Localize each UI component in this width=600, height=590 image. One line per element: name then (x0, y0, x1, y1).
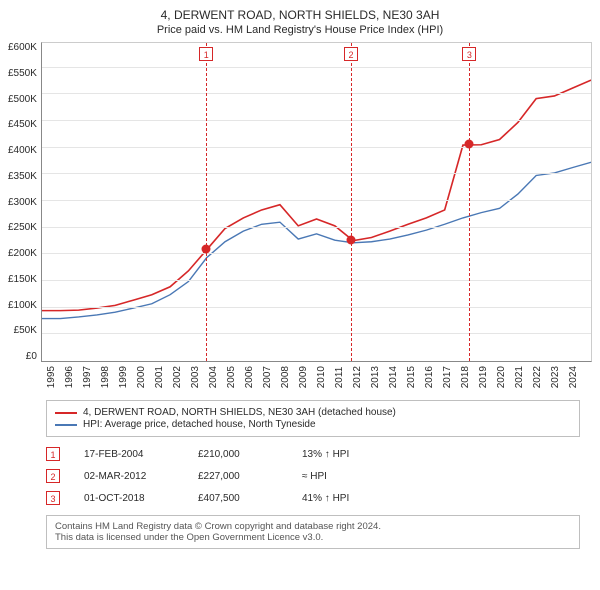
gridline (42, 200, 591, 201)
y-axis-labels: £600K £550K £500K £450K £400K £350K £300K £250K… (8, 42, 41, 362)
sale-price: £210,000 (198, 449, 278, 460)
y-tick-label: £600K (8, 42, 37, 53)
legend-swatch (55, 412, 77, 414)
x-tick-label: 2015 (406, 366, 424, 388)
event-marker-box: 1 (199, 47, 213, 61)
x-tick-label: 2011 (334, 366, 352, 388)
line-series-svg (42, 43, 591, 361)
x-tick-label: 2007 (262, 366, 280, 388)
sale-row: 1 17-FEB-2004 £210,000 13% ↑ HPI (46, 443, 580, 465)
x-tick-label: 2001 (154, 366, 172, 388)
y-tick-label: £350K (8, 171, 37, 182)
event-marker-line (206, 43, 207, 361)
chart-title: 4, DERWENT ROAD, NORTH SHIELDS, NE30 3AH (8, 8, 592, 22)
x-tick-label: 2010 (316, 366, 334, 388)
x-tick-label: 1996 (64, 366, 82, 388)
sale-index-box: 3 (46, 491, 60, 505)
gridline (42, 333, 591, 334)
x-tick-label: 2003 (190, 366, 208, 388)
x-tick-label: 2016 (424, 366, 442, 388)
sales-table: 1 17-FEB-2004 £210,000 13% ↑ HPI 2 02-MAR-201… (46, 443, 580, 509)
sale-date: 01-OCT-2018 (84, 493, 174, 504)
y-tick-label: £50K (14, 325, 37, 336)
series-line (42, 162, 591, 318)
x-tick-label: 2020 (496, 366, 514, 388)
event-marker-line (351, 43, 352, 361)
sale-hpi-delta: ≈ HPI (302, 471, 392, 482)
x-tick-label: 2002 (172, 366, 190, 388)
x-tick-label: 1997 (82, 366, 100, 388)
y-tick-label: £100K (8, 300, 37, 311)
gridline (42, 147, 591, 148)
sale-index-box: 1 (46, 447, 60, 461)
y-tick-label: £150K (8, 274, 37, 285)
sale-row: 3 01-OCT-2018 £407,500 41% ↑ HPI (46, 487, 580, 509)
sale-hpi-delta: 41% ↑ HPI (302, 493, 392, 504)
y-tick-label: £0 (26, 351, 37, 362)
sale-index-box: 2 (46, 469, 60, 483)
x-tick-label: 2019 (478, 366, 496, 388)
sale-point-marker (465, 139, 474, 148)
footer-line: Contains HM Land Registry data © Crown c… (55, 521, 571, 532)
y-tick-label: £200K (8, 248, 37, 259)
event-marker-line (469, 43, 470, 361)
x-tick-label: 2018 (460, 366, 478, 388)
gridline (42, 93, 591, 94)
gridline (42, 227, 591, 228)
gridline (42, 253, 591, 254)
sale-hpi-delta: 13% ↑ HPI (302, 449, 392, 460)
event-marker-box: 3 (462, 47, 476, 61)
plot-area: 1 2 3 (41, 42, 592, 362)
x-tick-label: 2017 (442, 366, 460, 388)
gridline (42, 280, 591, 281)
x-tick-label: 1998 (100, 366, 118, 388)
x-tick-label: 2013 (370, 366, 388, 388)
legend-label: HPI: Average price, detached house, Nort… (83, 419, 316, 430)
gridline (42, 307, 591, 308)
legend-item: 4, DERWENT ROAD, NORTH SHIELDS, NE30 3AH… (55, 407, 571, 418)
event-marker-box: 2 (344, 47, 358, 61)
sale-date: 02-MAR-2012 (84, 471, 174, 482)
x-tick-label: 2021 (514, 366, 532, 388)
y-tick-label: £300K (8, 197, 37, 208)
x-tick-label: 2014 (388, 366, 406, 388)
attribution-footer: Contains HM Land Registry data © Crown c… (46, 515, 580, 549)
x-tick-label: 2022 (532, 366, 550, 388)
x-axis-labels: 1995199619971998199920002001200220032004… (46, 366, 586, 388)
x-tick-label: 2000 (136, 366, 154, 388)
x-tick-label: 2004 (208, 366, 226, 388)
x-tick-label: 1999 (118, 366, 136, 388)
x-tick-label: 2009 (298, 366, 316, 388)
x-tick-label: 2008 (280, 366, 298, 388)
gridline (42, 120, 591, 121)
x-tick-label: 2023 (550, 366, 568, 388)
sale-price: £407,500 (198, 493, 278, 504)
legend-swatch (55, 424, 77, 426)
sale-price: £227,000 (198, 471, 278, 482)
sale-date: 17-FEB-2004 (84, 449, 174, 460)
chart-area: £600K £550K £500K £450K £400K £350K £300K £250K… (8, 42, 592, 362)
series-line (42, 80, 591, 311)
gridline (42, 67, 591, 68)
x-tick-label: 1995 (46, 366, 64, 388)
legend-item: HPI: Average price, detached house, Nort… (55, 419, 571, 430)
legend-label: 4, DERWENT ROAD, NORTH SHIELDS, NE30 3AH… (83, 407, 396, 418)
sale-point-marker (346, 235, 355, 244)
y-tick-label: £550K (8, 68, 37, 79)
x-tick-label: 2006 (244, 366, 262, 388)
legend: 4, DERWENT ROAD, NORTH SHIELDS, NE30 3AH… (46, 400, 580, 437)
y-tick-label: £400K (8, 145, 37, 156)
sale-point-marker (202, 245, 211, 254)
y-tick-label: £500K (8, 94, 37, 105)
x-tick-label: 2005 (226, 366, 244, 388)
footer-line: This data is licensed under the Open Gov… (55, 532, 571, 543)
y-tick-label: £450K (8, 119, 37, 130)
x-tick-label: 2024 (568, 366, 586, 388)
x-tick-label: 2012 (352, 366, 370, 388)
chart-subtitle: Price paid vs. HM Land Registry's House … (8, 24, 592, 36)
sale-row: 2 02-MAR-2012 £227,000 ≈ HPI (46, 465, 580, 487)
gridline (42, 173, 591, 174)
y-tick-label: £250K (8, 222, 37, 233)
